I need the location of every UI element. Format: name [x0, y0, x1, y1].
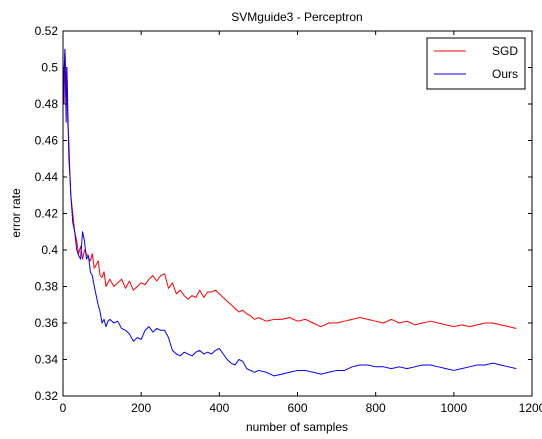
x-axis-label: number of samples: [246, 420, 348, 434]
y-tick-label: 0.38: [35, 280, 59, 294]
plot-frame: [62, 30, 533, 397]
legend-sgd-label: SGD: [492, 44, 518, 58]
y-tick-label: 0.52: [35, 24, 59, 38]
x-tick-label: 600: [287, 401, 307, 415]
y-tick-label: 0.48: [35, 97, 59, 111]
y-tick-label: 0.46: [35, 134, 59, 148]
x-tick-label: 400: [209, 401, 229, 415]
y-tick-label: 0.42: [35, 207, 59, 221]
series-group: [62, 48, 517, 377]
y-tick-label: 0.4: [41, 243, 58, 257]
legend-box: [426, 37, 526, 90]
x-tick-label: 200: [131, 401, 151, 415]
x-tick-label: 1000: [440, 401, 467, 415]
series-line-ours: [62, 48, 517, 377]
y-tick-label: 0.34: [35, 353, 59, 367]
plot-area: [63, 31, 532, 396]
legend: SGD Ours: [426, 37, 526, 90]
legend-ours-label: Ours: [492, 67, 518, 81]
y-axis-label: error rate: [9, 188, 23, 238]
y-tick-label: 0.36: [35, 316, 59, 330]
x-tick-label: 800: [366, 401, 386, 415]
series-line-sgd: [62, 48, 517, 329]
chart-title: SVMguide3 - Perceptron: [231, 10, 362, 24]
y-tick-label: 0.32: [35, 389, 59, 403]
y-tick-label: 0.5: [41, 61, 58, 75]
y-tick-label: 0.44: [35, 170, 59, 184]
x-tick-label: 0: [60, 401, 67, 415]
